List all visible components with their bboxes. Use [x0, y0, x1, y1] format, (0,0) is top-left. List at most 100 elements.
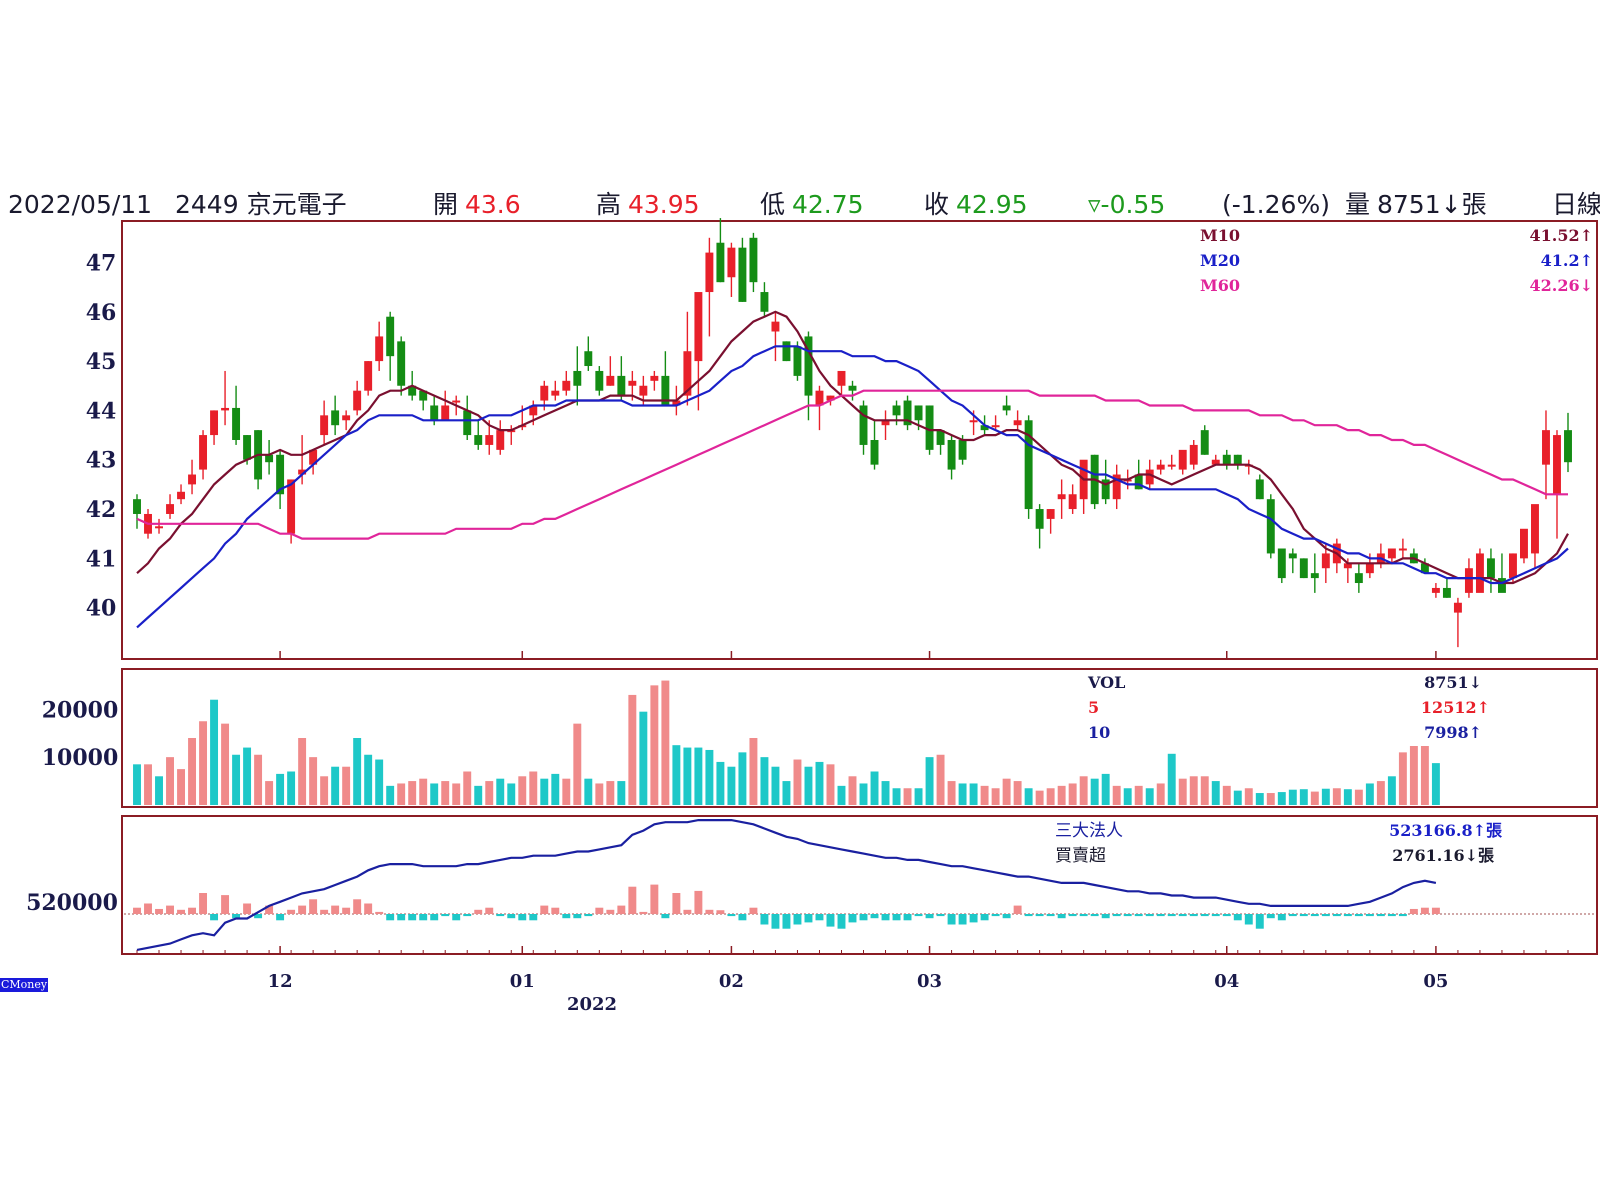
- net-buy-bar: [1200, 914, 1209, 917]
- legend-vol5-value: 12512↑: [1421, 698, 1490, 717]
- net-buy-bar: [529, 914, 538, 921]
- candle-body: [342, 415, 351, 421]
- candle-body: [1266, 499, 1275, 554]
- net-buy-bar: [826, 914, 835, 927]
- net-buy-bar: [1024, 914, 1033, 917]
- volume-bar: [210, 699, 219, 805]
- candle-body: [1255, 479, 1264, 500]
- net-buy-bar: [496, 914, 505, 917]
- candle-body: [628, 380, 637, 386]
- net-buy-bar: [947, 914, 956, 925]
- candle-body: [232, 407, 241, 440]
- volume-panel-frame: [121, 668, 1598, 808]
- moving-average-lines: [136, 310, 1569, 629]
- candle-body: [496, 430, 505, 450]
- net-buy-bar: [683, 909, 692, 914]
- net-buy-bar: [144, 903, 152, 914]
- net-buy-bar: [1332, 914, 1341, 917]
- volume-bar: [672, 745, 681, 805]
- net-buy-bar: [221, 895, 230, 914]
- net-buy-bar: [452, 914, 461, 921]
- candle-body: [1553, 435, 1561, 495]
- candle-body: [1542, 430, 1550, 465]
- net-buy-bar: [661, 914, 670, 919]
- net-buy-bar: [353, 899, 362, 914]
- price-tick-label: 44: [86, 398, 117, 424]
- candle-body: [826, 395, 835, 401]
- net-buy-bar: [1156, 914, 1165, 917]
- volume-bar: [1013, 781, 1022, 805]
- volume-bar: [1057, 785, 1066, 805]
- net-buy-bar: [474, 909, 483, 914]
- net-buy-bar: [925, 914, 934, 919]
- net-buy-bar: [848, 914, 857, 923]
- close-value: 42.95: [956, 190, 1028, 219]
- candle-body: [848, 385, 857, 391]
- volume-bar: [199, 721, 208, 805]
- price-tick-label: 45: [86, 349, 117, 375]
- volume-bar: [287, 771, 296, 805]
- legend-m60-label: M60: [1200, 276, 1240, 295]
- legend-netbuy-value: 2761.16↓張: [1392, 846, 1495, 865]
- candle-body: [1387, 548, 1396, 559]
- volume-bar: [628, 694, 637, 805]
- candle-body: [1486, 558, 1495, 579]
- net-buy-bar: [551, 907, 560, 914]
- net-buy-bar: [298, 905, 307, 914]
- net-buy-bar: [1189, 914, 1198, 917]
- volume-bar: [1354, 789, 1363, 805]
- net-buy-bar: [804, 914, 813, 923]
- price-tick-label: 47: [86, 250, 117, 276]
- net-buy-bar: [914, 914, 923, 917]
- month-label: 12: [268, 971, 293, 992]
- net-buy-bar: [650, 884, 659, 914]
- volume-bar: [848, 776, 857, 805]
- candle-body: [408, 385, 417, 396]
- candle-body: [1531, 504, 1539, 554]
- volume-bar: [1167, 753, 1176, 805]
- candle-body: [958, 440, 967, 460]
- legend-vol10-label: 10: [1088, 723, 1110, 742]
- price-y-axis: 40 41 42 43 44 45 46 47: [86, 250, 117, 621]
- cmoney-logo: CMoney: [0, 978, 49, 992]
- ma-legend-box: [1195, 223, 1595, 299]
- volume-bar: [1321, 788, 1330, 805]
- volume-bar: [430, 783, 439, 805]
- low-value: 42.75: [792, 190, 864, 219]
- candle-body: [1321, 553, 1330, 569]
- net-buy-bar: [617, 905, 626, 914]
- net-buy-bar: [573, 914, 582, 919]
- volume-bar: [969, 783, 978, 805]
- net-buy-bar: [1079, 914, 1088, 917]
- volume-bar: [1200, 776, 1209, 805]
- candle-body: [694, 292, 703, 362]
- net-buy-bar: [1013, 905, 1022, 914]
- volume-bar: [958, 783, 967, 805]
- net-buy-bar: [1134, 914, 1143, 917]
- volume-bar: [738, 752, 747, 805]
- candle-body: [683, 351, 692, 396]
- net-buy-bar: [1057, 914, 1066, 919]
- volume-bar: [793, 759, 802, 805]
- net-buy-bar: [892, 914, 901, 921]
- candle-body: [353, 390, 362, 411]
- net-buy-bar: [1112, 914, 1121, 917]
- institutional-net-bars: [133, 884, 1440, 929]
- volume-bar: [1343, 789, 1352, 805]
- candle-body: [166, 504, 174, 514]
- month-label: 01: [510, 971, 535, 992]
- volume-bar: [760, 757, 769, 805]
- volume-bar: [859, 783, 868, 805]
- candle-body: [298, 469, 307, 475]
- candle-body: [529, 405, 538, 416]
- volume-bar: [837, 785, 846, 805]
- open-label: 開: [433, 190, 459, 219]
- candle-body: [771, 321, 780, 332]
- volume-bar: [463, 771, 472, 805]
- volume-bar: [452, 783, 461, 805]
- candle-body: [1398, 548, 1407, 551]
- candle-body: [210, 410, 219, 436]
- net-buy-bar: [518, 914, 527, 921]
- candle-body: [1343, 563, 1352, 569]
